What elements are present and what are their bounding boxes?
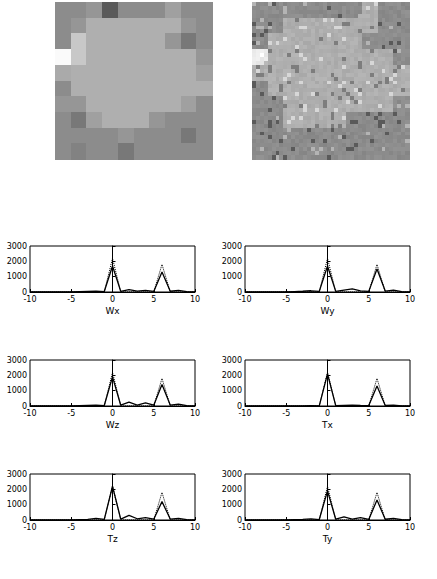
svg-text:-5: -5 bbox=[282, 409, 290, 418]
svg-text:2000: 2000 bbox=[7, 371, 27, 380]
svg-text:0: 0 bbox=[325, 409, 330, 418]
svg-text:2000: 2000 bbox=[222, 371, 242, 380]
svg-text:3000: 3000 bbox=[7, 242, 27, 251]
svg-text:5: 5 bbox=[366, 523, 371, 532]
svg-text:0: 0 bbox=[236, 287, 242, 297]
svg-text:0: 0 bbox=[110, 295, 115, 304]
svg-text:Tz: Tz bbox=[106, 534, 117, 544]
svg-text:5: 5 bbox=[366, 295, 371, 304]
svg-text:Wy: Wy bbox=[320, 306, 335, 316]
svg-text:5: 5 bbox=[366, 409, 371, 418]
svg-text:1000: 1000 bbox=[7, 272, 27, 281]
svg-text:-10: -10 bbox=[238, 409, 251, 418]
svg-text:0: 0 bbox=[21, 515, 27, 525]
svg-text:-5: -5 bbox=[67, 295, 75, 304]
svg-text:3000: 3000 bbox=[222, 470, 242, 479]
svg-text:Ty: Ty bbox=[322, 534, 333, 544]
svg-text:-5: -5 bbox=[282, 523, 290, 532]
svg-text:0: 0 bbox=[236, 401, 242, 411]
svg-text:10: 10 bbox=[190, 295, 200, 304]
svg-text:3000: 3000 bbox=[7, 356, 27, 365]
svg-text:3000: 3000 bbox=[7, 470, 27, 479]
svg-text:0: 0 bbox=[21, 287, 27, 297]
svg-text:0: 0 bbox=[110, 409, 115, 418]
svg-text:Wz: Wz bbox=[106, 420, 120, 430]
svg-text:3000: 3000 bbox=[222, 242, 242, 251]
svg-text:-5: -5 bbox=[282, 295, 290, 304]
svg-text:10: 10 bbox=[405, 523, 415, 532]
svg-text:0: 0 bbox=[325, 523, 330, 532]
svg-text:-10: -10 bbox=[23, 295, 36, 304]
svg-text:1000: 1000 bbox=[7, 500, 27, 509]
svg-text:0: 0 bbox=[236, 515, 242, 525]
svg-text:5: 5 bbox=[151, 523, 156, 532]
svg-text:2000: 2000 bbox=[7, 257, 27, 266]
svg-text:2000: 2000 bbox=[7, 485, 27, 494]
svg-text:5: 5 bbox=[151, 295, 156, 304]
svg-text:Wx: Wx bbox=[105, 306, 120, 316]
svg-text:1000: 1000 bbox=[222, 386, 242, 395]
svg-text:0: 0 bbox=[110, 523, 115, 532]
svg-text:0: 0 bbox=[325, 295, 330, 304]
svg-text:-10: -10 bbox=[238, 295, 251, 304]
svg-text:3000: 3000 bbox=[222, 356, 242, 365]
svg-text:10: 10 bbox=[405, 295, 415, 304]
svg-text:Tx: Tx bbox=[321, 420, 333, 430]
svg-text:0: 0 bbox=[21, 401, 27, 411]
svg-text:-10: -10 bbox=[23, 523, 36, 532]
svg-text:-10: -10 bbox=[23, 409, 36, 418]
svg-text:10: 10 bbox=[190, 409, 200, 418]
svg-text:-5: -5 bbox=[67, 523, 75, 532]
svg-text:-10: -10 bbox=[238, 523, 251, 532]
svg-text:10: 10 bbox=[190, 523, 200, 532]
svg-text:-5: -5 bbox=[67, 409, 75, 418]
svg-text:2000: 2000 bbox=[222, 485, 242, 494]
svg-text:1000: 1000 bbox=[222, 272, 242, 281]
svg-text:1000: 1000 bbox=[7, 386, 27, 395]
svg-text:2000: 2000 bbox=[222, 257, 242, 266]
svg-text:10: 10 bbox=[405, 409, 415, 418]
svg-text:1000: 1000 bbox=[222, 500, 242, 509]
svg-text:5: 5 bbox=[151, 409, 156, 418]
